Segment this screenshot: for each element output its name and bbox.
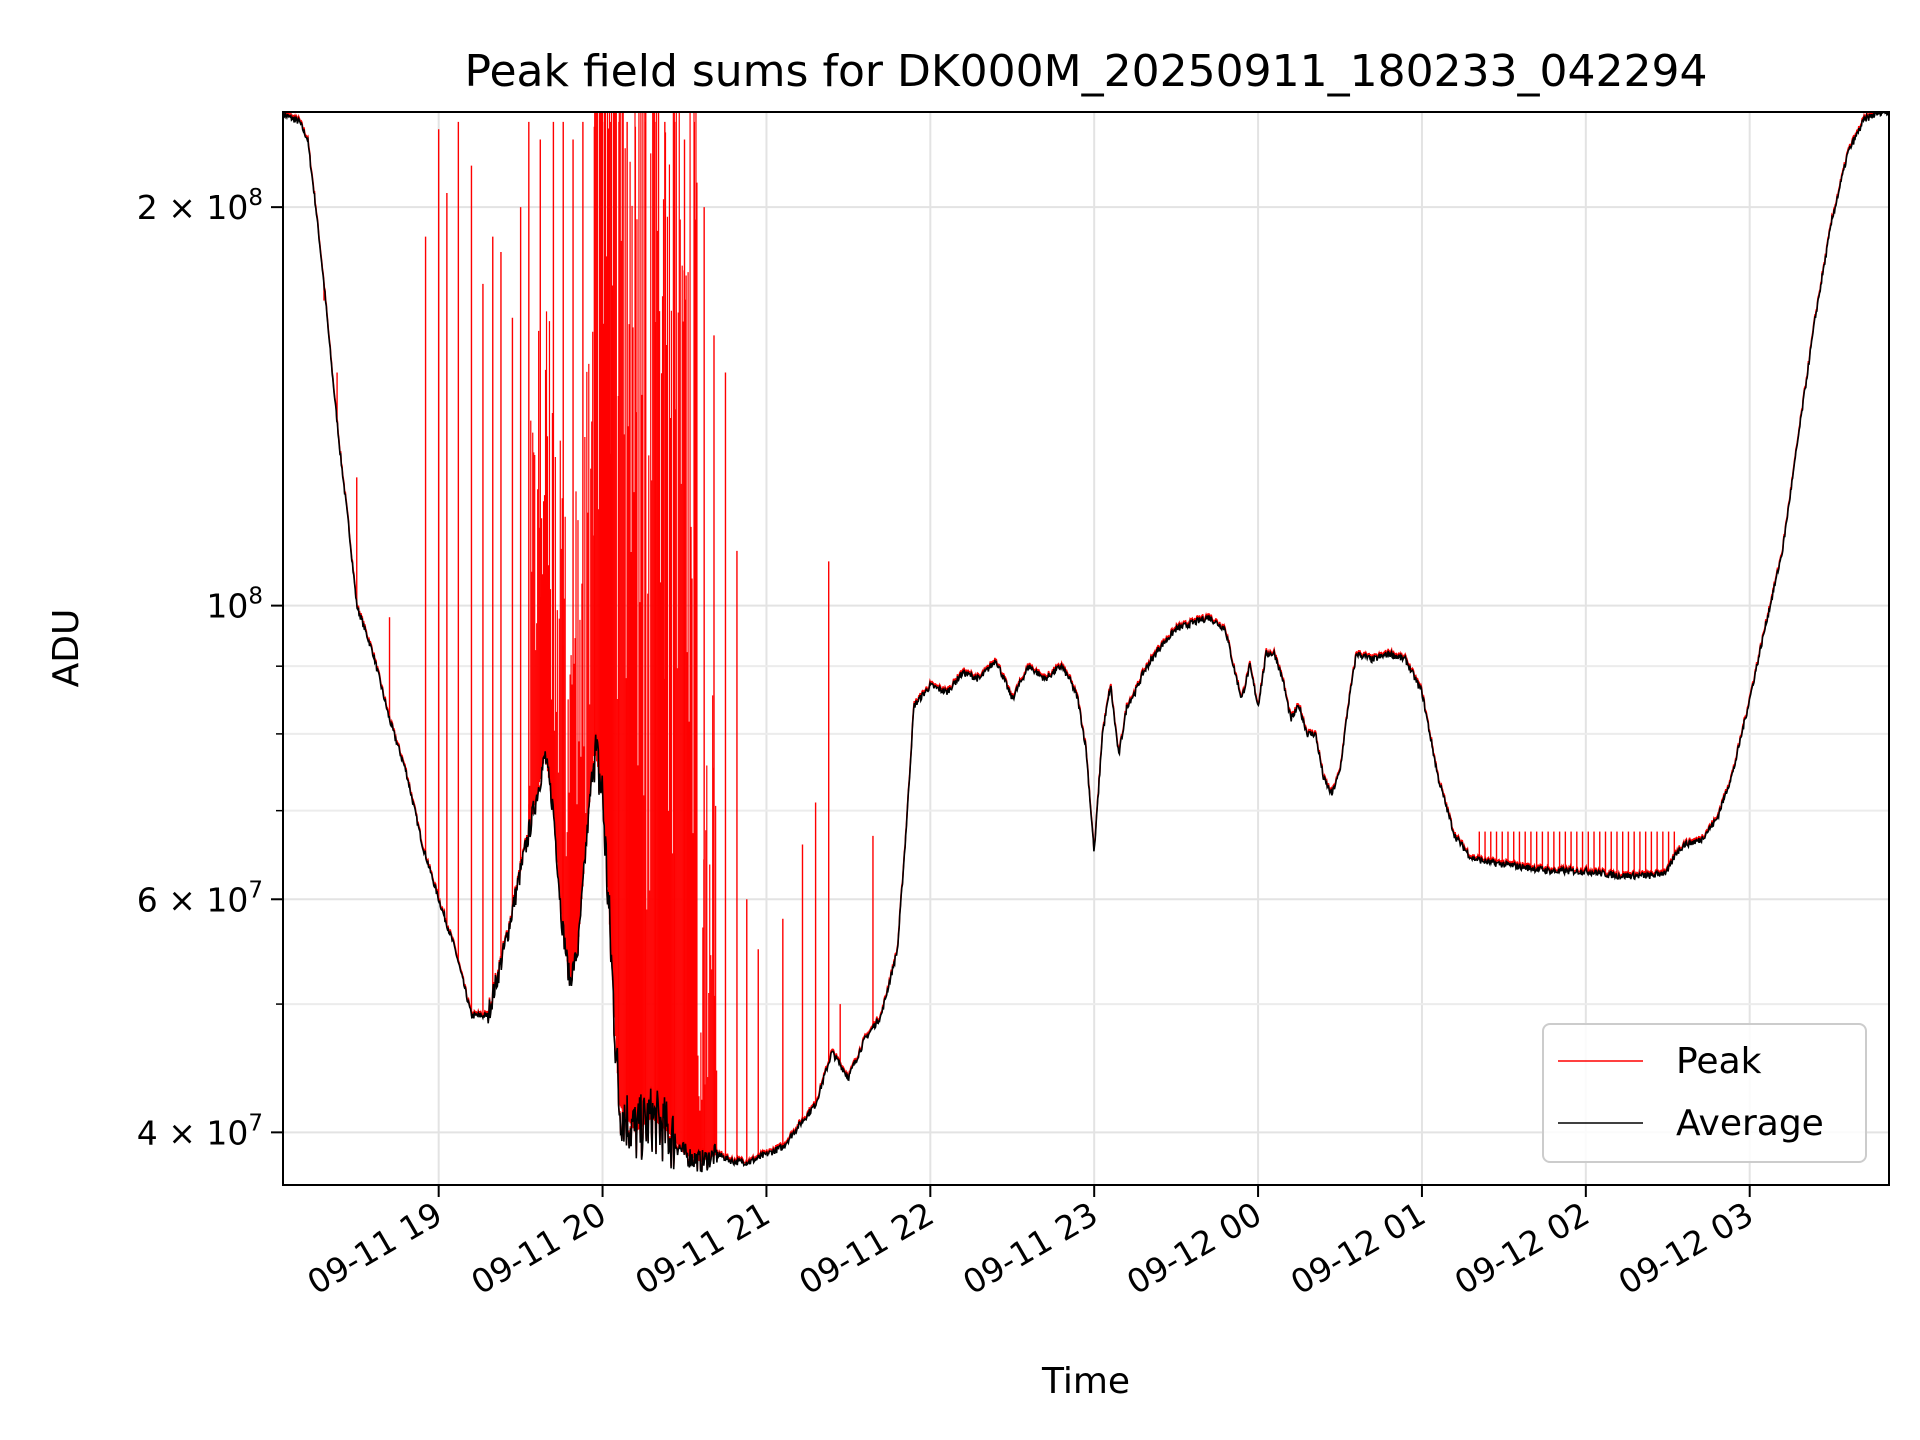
plot-frame xyxy=(282,111,1890,1186)
chart-title: Peak field sums for DK000M_20250911_1802… xyxy=(464,46,1707,97)
average-line xyxy=(283,112,1889,1173)
y-axis: 4 × 107 6 × 107 108 2 × 108 xyxy=(137,185,283,1152)
y-tick-label: 108 xyxy=(206,584,263,626)
legend-box xyxy=(1542,1023,1867,1163)
y-tick-label: 4 × 107 xyxy=(137,1110,263,1152)
average-series xyxy=(283,112,1889,1173)
y-axis-label: ADU xyxy=(46,609,87,688)
legend-peak-label: Peak xyxy=(1676,1041,1762,1082)
legend-average-label: Average xyxy=(1676,1103,1824,1144)
y-tick-label: 2 × 108 xyxy=(137,185,263,227)
y-tick-label: 6 × 107 xyxy=(137,877,263,919)
legend: Peak Average xyxy=(1542,1023,1867,1163)
peak-series xyxy=(283,112,1889,1171)
x-axis-label: Time xyxy=(1041,1361,1130,1402)
